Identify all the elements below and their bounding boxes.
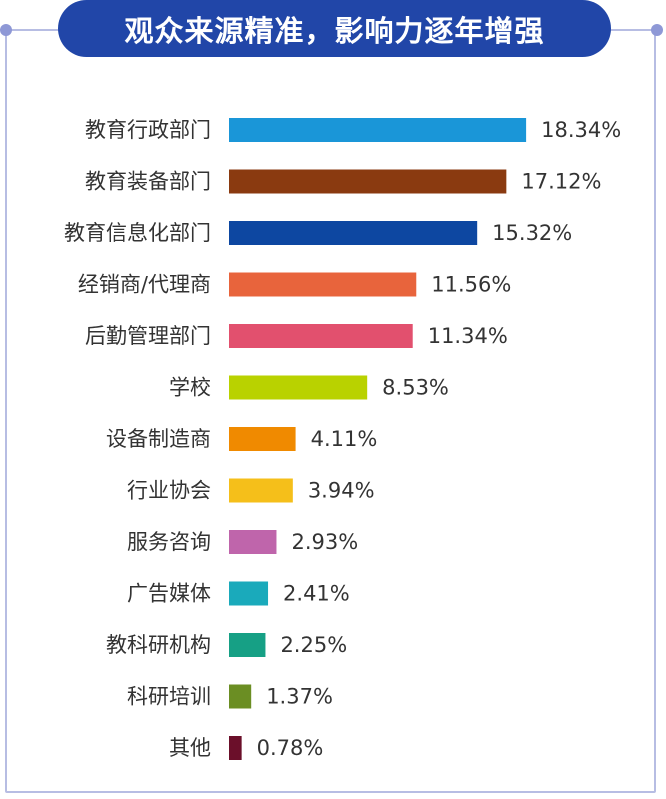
value-label: 0.78% <box>257 736 324 760</box>
value-label: 2.93% <box>291 530 358 554</box>
bar <box>229 272 417 297</box>
value-label: 3.94% <box>308 479 375 503</box>
value-label: 1.37% <box>266 685 333 709</box>
category-label: 教育信息化部门 <box>64 221 211 245</box>
bar <box>229 375 368 400</box>
category-label: 学校 <box>169 376 211 400</box>
frame-left-dot <box>0 24 12 36</box>
bar <box>229 427 296 451</box>
bar <box>229 736 242 760</box>
category-label: 广告媒体 <box>127 582 211 606</box>
bar <box>229 581 269 606</box>
value-label: 11.56% <box>431 273 511 297</box>
category-label: 教育行政部门 <box>85 118 211 142</box>
category-label: 后勤管理部门 <box>85 324 211 348</box>
bar <box>229 530 277 554</box>
bar <box>229 324 413 348</box>
bar <box>229 169 507 194</box>
value-label: 2.25% <box>280 633 347 657</box>
value-label: 18.34% <box>541 118 621 142</box>
value-label: 11.34% <box>428 324 508 348</box>
bar <box>229 633 266 657</box>
value-label: 17.12% <box>521 170 601 194</box>
bar <box>229 684 252 709</box>
category-label: 教科研机构 <box>106 633 211 657</box>
bar <box>229 118 527 142</box>
value-label: 2.41% <box>283 582 350 606</box>
bar <box>229 478 293 503</box>
bar <box>229 221 478 245</box>
value-label: 15.32% <box>492 221 572 245</box>
value-label: 4.11% <box>311 427 378 451</box>
frame-right-dot <box>651 24 663 36</box>
category-label: 教育装备部门 <box>85 170 211 194</box>
category-label: 行业协会 <box>127 479 211 503</box>
category-label: 经销商/代理商 <box>78 273 211 297</box>
category-label: 科研培训 <box>127 685 211 709</box>
category-label: 其他 <box>169 736 211 760</box>
category-label: 设备制造商 <box>106 427 211 451</box>
chart-title: 观众来源精准，影响力逐年增强 <box>58 0 611 57</box>
category-label: 服务咨询 <box>127 530 211 554</box>
value-label: 8.53% <box>382 376 449 400</box>
